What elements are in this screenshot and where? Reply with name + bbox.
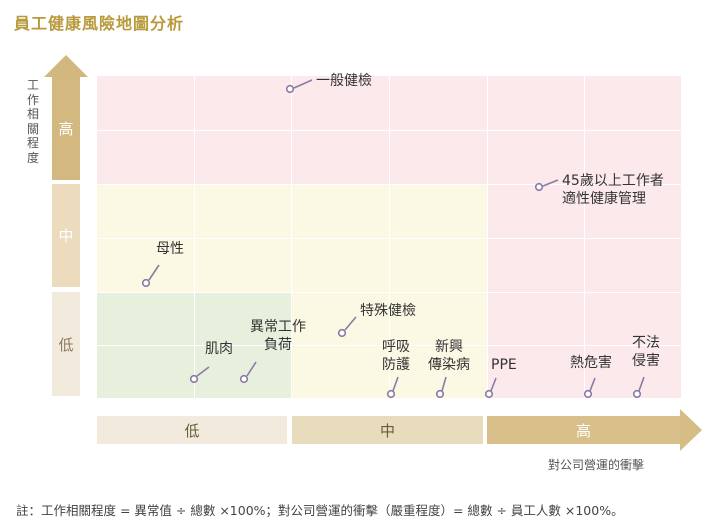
x-axis-arrowhead xyxy=(680,409,702,451)
item-over-45: 45歲以上工作者 適性健康管理 xyxy=(562,173,664,207)
grid-line-h1 xyxy=(97,130,681,131)
item-respiratory: 呼吸 防護 xyxy=(382,339,410,373)
grid-line-h5 xyxy=(97,345,681,346)
page-title: 員工健康風險地圖分析 xyxy=(14,14,185,33)
item-emerging-disease: 新興 傳染病 xyxy=(428,339,470,373)
item-abnormal-work: 異常工作 負荷 xyxy=(250,319,306,353)
grid-line-h2 xyxy=(97,184,681,185)
item-unlawful-harm: 不法 侵害 xyxy=(632,335,660,369)
y-axis-label: 工作相關程度 xyxy=(26,78,39,165)
y-level-bar-low xyxy=(52,292,80,396)
x-axis-label: 對公司營運的衝擊 xyxy=(548,458,645,472)
item-maternity: 母性 xyxy=(156,241,184,257)
grid-line-h4 xyxy=(97,292,681,293)
grid-line-v5 xyxy=(584,76,585,398)
item-musculoskeletal: 肌肉 xyxy=(205,341,233,357)
grid-line-v3 xyxy=(389,76,390,398)
y-level-bar-mid xyxy=(52,184,80,287)
y-axis-arrowhead xyxy=(44,55,88,77)
item-special-checkup: 特殊健檢 xyxy=(360,303,416,319)
item-general-checkup: 一般健檢 xyxy=(316,73,372,89)
x-level-bar-low xyxy=(97,416,287,444)
y-level-high: 高 xyxy=(58,120,74,138)
grid-line-v1 xyxy=(194,76,195,398)
y-level-low: 低 xyxy=(58,335,74,354)
item-heat-hazard: 熱危害 xyxy=(570,355,612,371)
x-level-low: 低 xyxy=(184,421,200,440)
x-level-bar-high xyxy=(487,416,680,444)
grid-line-v4 xyxy=(487,76,488,398)
y-level-bar-high xyxy=(52,77,80,180)
y-level-mid: 中 xyxy=(58,227,74,245)
x-level-high: 高 xyxy=(575,421,591,440)
x-level-bar-mid xyxy=(292,416,483,444)
grid-line-h3 xyxy=(97,238,681,239)
item-ppe: PPE xyxy=(491,357,517,373)
grid-line-v2 xyxy=(291,76,292,398)
x-level-mid: 中 xyxy=(379,421,395,440)
footnote: 註：工作相關程度 = 異常值 ÷ 總數 ×100%；對公司營運的衝擊（嚴重程度）… xyxy=(16,503,624,518)
